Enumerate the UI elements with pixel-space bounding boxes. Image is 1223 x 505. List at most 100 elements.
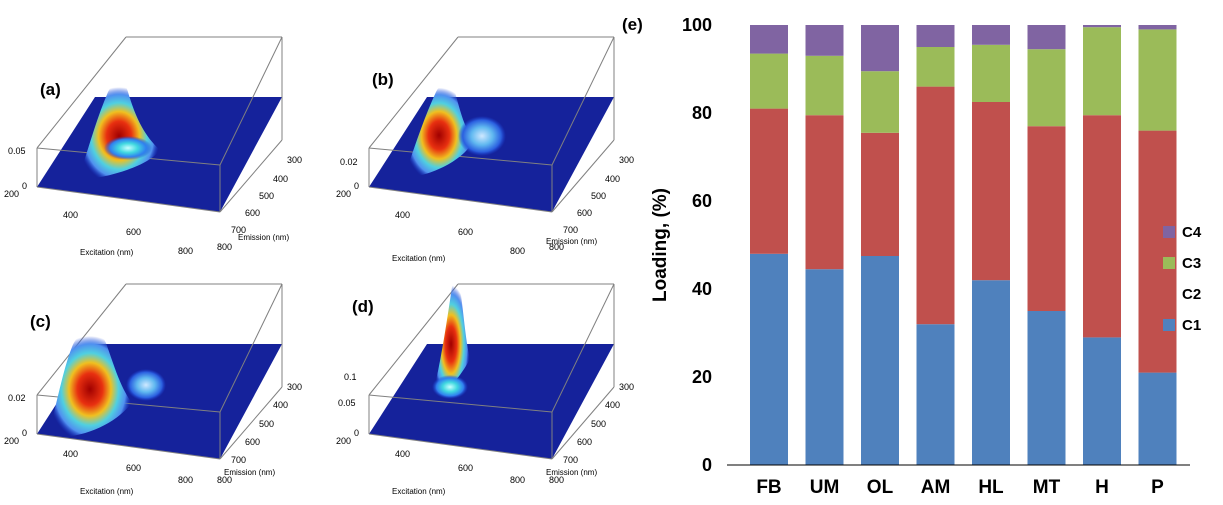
x-axis-ticks: FB UM OL AM HL MT H P [756, 477, 1164, 498]
y-tick-label: 0 [702, 455, 712, 475]
excitation-tick-label: 200 [4, 189, 19, 199]
z-tick-label: 0.05 [338, 398, 356, 408]
emission-axis-label: Emission (nm) [546, 237, 597, 246]
legend-swatch-c3 [1163, 257, 1175, 269]
y-tick-label: 40 [692, 279, 712, 299]
y-tick-label: 60 [692, 191, 712, 211]
bar-segment-c4-um [805, 25, 844, 56]
legend-label-c2: C2 [1182, 286, 1201, 303]
excitation-axis-label: Excitation (nm) [392, 487, 446, 496]
excitation-tick-label: 400 [395, 449, 410, 459]
box-frame [368, 283, 615, 460]
emission-tick-label: 300 [619, 382, 634, 392]
excitation-tick-label: 800 [178, 246, 193, 256]
bar-segment-c2-hl [972, 102, 1010, 281]
y-tick-label: 20 [692, 367, 712, 387]
bar-segment-c1-mt [1027, 311, 1066, 465]
emission-axis-label: Emission (nm) [224, 468, 275, 477]
x-tick-label: MT [1033, 477, 1061, 498]
bar-segment-c3-ol [861, 71, 899, 133]
bar-segment-c3-h [1083, 27, 1121, 116]
emission-tick-label: 600 [577, 437, 592, 447]
surface-floor [369, 344, 614, 459]
panel-c: (c) 0 0.02 200 400 600 800 Excitation (n… [4, 283, 302, 496]
x-tick-label: P [1151, 477, 1164, 498]
peak-base [432, 375, 468, 399]
emission-tick-label: 400 [605, 400, 620, 410]
surface-floor [369, 97, 614, 212]
panel-label: (a) [40, 80, 61, 99]
excitation-tick-label: 200 [4, 436, 19, 446]
x-tick-label: HL [978, 477, 1004, 498]
bar-segment-c2-mt [1027, 126, 1066, 311]
emission-tick-label: 700 [563, 225, 578, 235]
legend-swatch-c2 [1163, 288, 1175, 300]
bar-segment-c4-am [916, 25, 955, 47]
bar-segment-c2-fb [750, 108, 788, 254]
bar-segment-c1-am [916, 324, 955, 465]
box-frame [368, 36, 615, 213]
z-tick-label: 0.02 [340, 157, 358, 167]
bar-segment-c2-h [1083, 115, 1121, 338]
excitation-tick-label: 800 [510, 475, 525, 485]
peak-surface [432, 279, 470, 397]
bar-segment-c3-p [1138, 29, 1177, 131]
bar-segment-c3-fb [750, 53, 788, 109]
emission-tick-label: 800 [549, 475, 564, 485]
excitation-tick-label: 800 [510, 246, 525, 256]
emission-tick-label: 400 [273, 174, 288, 184]
legend-label-c1: C1 [1182, 317, 1201, 334]
emission-tick-label: 600 [245, 208, 260, 218]
peak-shoulder [104, 136, 152, 160]
excitation-tick-label: 600 [458, 227, 473, 237]
bar-segment-c3-hl [972, 44, 1010, 102]
emission-tick-label: 600 [245, 437, 260, 447]
excitation-axis-label: Excitation (nm) [392, 254, 446, 263]
z-tick-label: 0.02 [8, 393, 26, 403]
excitation-tick-label: 400 [63, 210, 78, 220]
emission-tick-label: 500 [591, 191, 606, 201]
y-tick-label: 100 [682, 15, 712, 35]
panel-label: (c) [30, 312, 51, 331]
emission-axis-label: Emission (nm) [238, 233, 289, 242]
bar-segment-c4-p [1138, 25, 1177, 30]
bar-segment-c4-fb [750, 25, 788, 54]
emission-tick-label: 700 [231, 225, 246, 235]
excitation-axis-label: Excitation (nm) [80, 248, 134, 257]
legend-label-c4: C4 [1182, 224, 1202, 241]
panel-label: (b) [372, 70, 394, 89]
x-tick-label: OL [867, 477, 894, 498]
excitation-tick-label: 400 [395, 210, 410, 220]
x-tick-label: FB [756, 477, 781, 498]
surface-floor [37, 97, 282, 212]
emission-tick-label: 600 [577, 208, 592, 218]
bar-segment-c3-am [916, 47, 955, 87]
emission-tick-label: 500 [591, 419, 606, 429]
bar-segment-c4-ol [861, 25, 899, 72]
excitation-tick-label: 800 [178, 475, 193, 485]
panel-a: (a) 0 0.05 200 400 600 800 Excitation (n… [4, 36, 302, 257]
peak-surface [404, 83, 474, 178]
z-tick-label: 0.05 [8, 146, 26, 156]
emission-tick-label: 300 [619, 155, 634, 165]
excitation-tick-label: 600 [126, 463, 141, 473]
z-tick-label: 0 [22, 181, 27, 191]
emission-tick-label: 400 [605, 174, 620, 184]
bar-segment-c2-p [1138, 130, 1177, 373]
emission-tick-label: 700 [563, 455, 578, 465]
legend: C4 C3 C2 C1 [1163, 224, 1202, 334]
panel-b: (b) 0 0.02 200 400 600 800 Excitation (n… [336, 36, 634, 263]
excitation-axis-label: Excitation (nm) [80, 487, 134, 496]
z-tick-label: 0 [22, 428, 27, 438]
excitation-tick-label: 200 [336, 189, 351, 199]
excitation-tick-label: 400 [63, 449, 78, 459]
emission-tick-label: 400 [273, 400, 288, 410]
legend-label-c3: C3 [1182, 255, 1201, 272]
x-tick-label: H [1095, 477, 1109, 498]
emission-axis-label: Emission (nm) [546, 468, 597, 477]
bar-segment-c3-um [805, 55, 844, 116]
emission-tick-label: 800 [217, 242, 232, 252]
y-axis-label: Loading, (%) [650, 188, 671, 302]
excitation-tick-label: 600 [458, 463, 473, 473]
